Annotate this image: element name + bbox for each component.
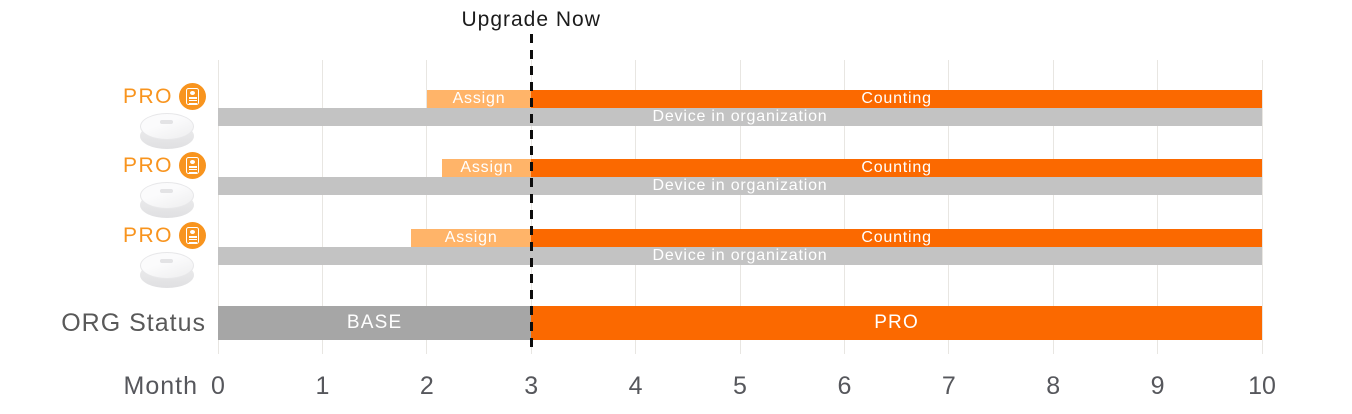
pro-line: PRO bbox=[100, 152, 206, 179]
org-base-bar: BASE bbox=[218, 306, 532, 340]
gridline bbox=[1261, 60, 1263, 354]
axis-tick-label: 6 bbox=[837, 371, 852, 400]
axis-tick-label: 7 bbox=[941, 371, 956, 400]
gridline bbox=[217, 60, 219, 354]
assign-bar: Assign bbox=[442, 159, 532, 177]
gridline bbox=[1157, 60, 1159, 354]
gridline bbox=[426, 60, 428, 354]
device-icon bbox=[140, 182, 194, 218]
device-icon bbox=[140, 252, 194, 288]
pro-line: PRO bbox=[100, 222, 206, 249]
device-row-label-block: PRO bbox=[100, 83, 206, 149]
chart-title: Upgrade Now bbox=[461, 8, 601, 31]
pro-label: PRO bbox=[122, 223, 173, 247]
axis-tick-label: 9 bbox=[1150, 371, 1165, 400]
license-badge-icon bbox=[179, 222, 206, 249]
assign-bar: Assign bbox=[411, 229, 532, 247]
device-in-org-bar: Device in organization bbox=[218, 108, 1262, 126]
assign-bar: Assign bbox=[426, 90, 532, 108]
upgrade-now-marker-line bbox=[529, 34, 533, 348]
device-icon bbox=[140, 113, 194, 149]
axis-tick-label: 3 bbox=[524, 371, 539, 400]
gridline bbox=[321, 60, 323, 354]
axis-tick-label: 5 bbox=[733, 371, 747, 400]
pro-label: PRO bbox=[122, 153, 173, 177]
axis-tick-label: 8 bbox=[1046, 371, 1061, 400]
gridline bbox=[1052, 60, 1054, 354]
license-badge-icon bbox=[179, 152, 206, 179]
axis-tick-label: 0 bbox=[211, 371, 225, 400]
gridline bbox=[739, 60, 741, 354]
counting-bar: Counting bbox=[531, 159, 1262, 177]
counting-bar: Counting bbox=[531, 229, 1262, 247]
month-axis-label: Month bbox=[123, 371, 198, 400]
axis-tick-label: 10 bbox=[1248, 371, 1276, 400]
device-row-label-block: PRO bbox=[100, 222, 206, 288]
axis-tick-label: 1 bbox=[315, 371, 330, 400]
device-row-label-block: PRO bbox=[100, 152, 206, 218]
org-status-label: ORG Status bbox=[61, 308, 206, 337]
gridline bbox=[635, 60, 637, 354]
license-badge-icon bbox=[179, 83, 206, 110]
counting-bar: Counting bbox=[531, 90, 1262, 108]
org-pro-bar: PRO bbox=[531, 306, 1262, 340]
pro-label: PRO bbox=[122, 84, 173, 108]
device-in-org-bar: Device in organization bbox=[218, 177, 1262, 195]
pro-line: PRO bbox=[100, 83, 206, 110]
gridline bbox=[843, 60, 845, 354]
gridline bbox=[948, 60, 950, 354]
axis-tick-label: 4 bbox=[628, 371, 643, 400]
axis-tick-label: 2 bbox=[419, 371, 434, 400]
device-in-org-bar: Device in organization bbox=[218, 247, 1262, 265]
